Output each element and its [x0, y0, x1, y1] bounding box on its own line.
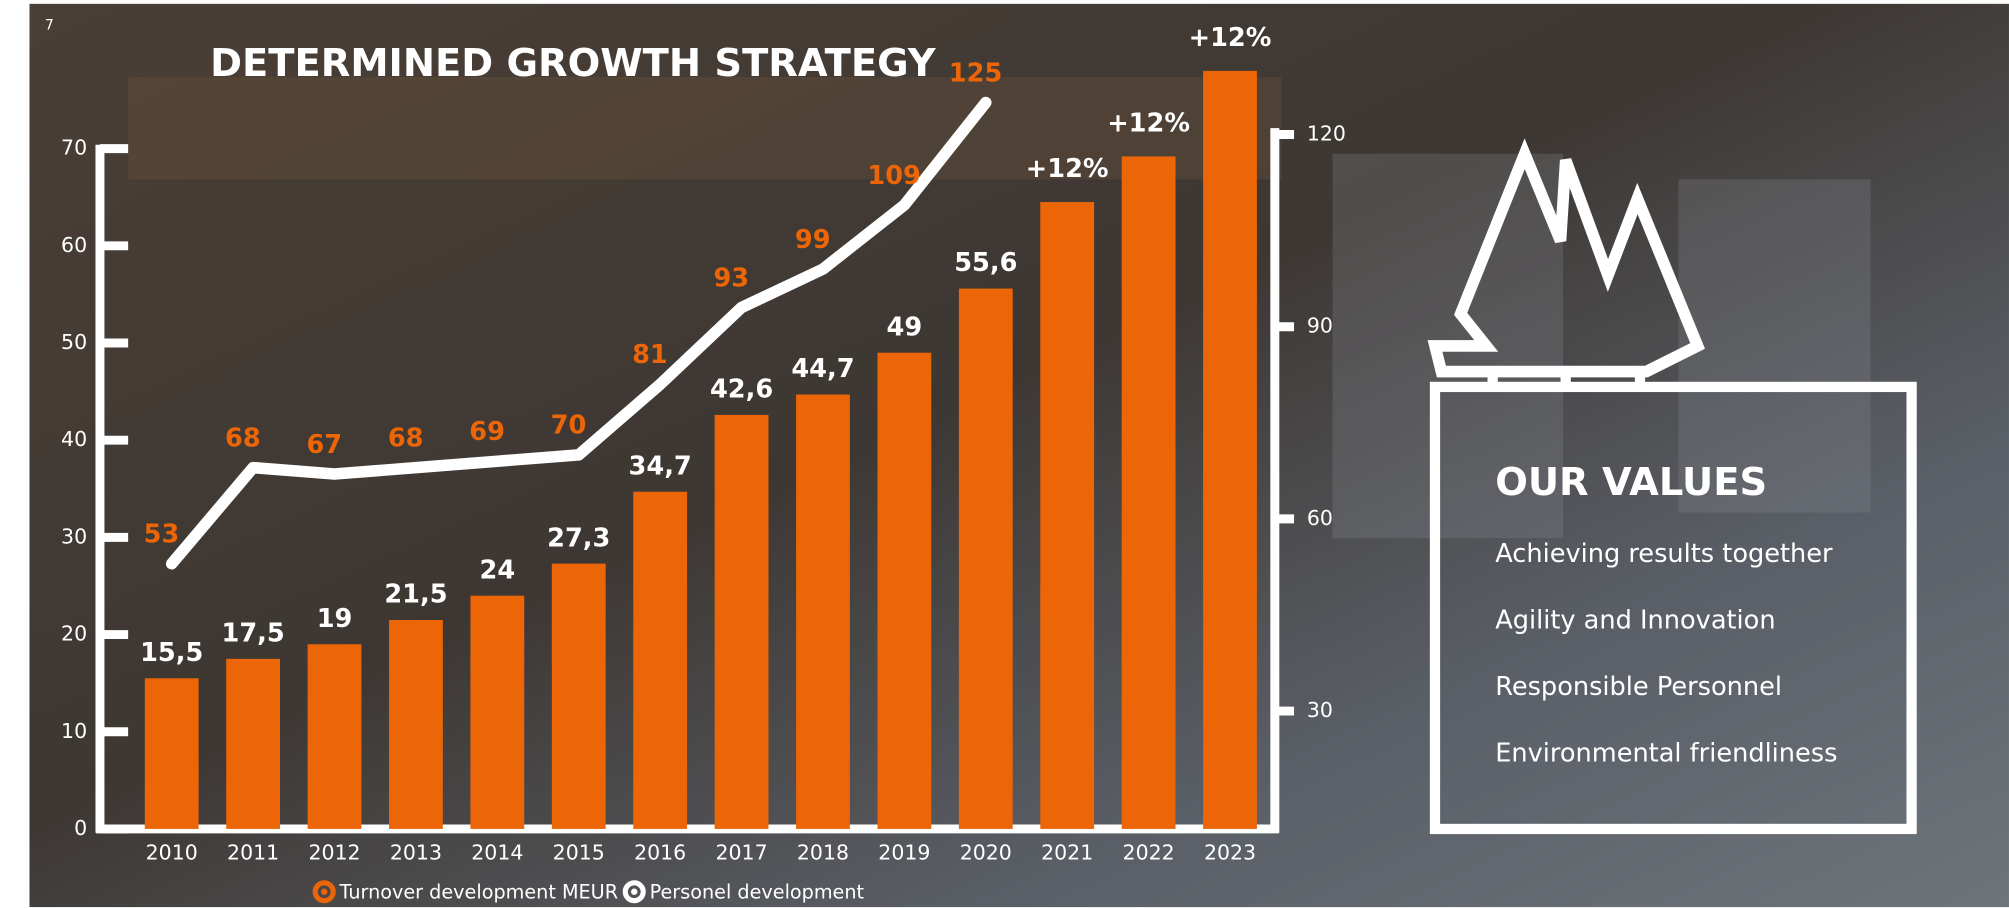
line-value-label: 99: [795, 225, 831, 255]
y-tick-label: 70: [61, 136, 87, 160]
x-tick-label: 2014: [471, 840, 523, 864]
line-value-label: 93: [713, 263, 749, 293]
bar: [877, 353, 931, 829]
line-value-label: 125: [949, 58, 1002, 88]
bar-value-label: 34,7: [629, 451, 692, 481]
x-tick-label: 2011: [227, 840, 279, 864]
values-title: OUR VALUES: [1495, 460, 1767, 505]
bar: [308, 644, 362, 829]
value-item: Responsible Personnel: [1495, 672, 1782, 702]
bar-value-label: 42,6: [710, 375, 773, 405]
bar: [226, 659, 280, 829]
y-tick-label: 0: [74, 816, 87, 840]
line-value-label: 70: [551, 411, 587, 441]
bar: [389, 620, 443, 829]
bar-value-label: 21,5: [384, 580, 447, 610]
bar: [1122, 156, 1176, 829]
y2-tick-label: 60: [1307, 506, 1333, 530]
legend-marker-dot: [321, 889, 327, 895]
bar: [1040, 202, 1094, 829]
growth-annotation: +12%: [1107, 108, 1190, 138]
growth-annotation: +12%: [1026, 154, 1109, 184]
line-value-label: 53: [144, 520, 180, 550]
legend-label: Personel development: [650, 881, 865, 904]
bar-value-label: 55,6: [954, 248, 1017, 278]
page-number: 7: [45, 18, 54, 34]
bar: [959, 289, 1013, 829]
x-tick-label: 2012: [308, 840, 360, 864]
value-item: Agility and Innovation: [1495, 605, 1775, 635]
y-tick-label: 20: [61, 622, 87, 646]
y-tick-label: 50: [61, 330, 87, 354]
x-tick-label: 2017: [715, 840, 767, 864]
bar: [715, 415, 769, 829]
y-tick-label: 30: [61, 524, 87, 548]
chart-title: DETERMINED GROWTH STRATEGY: [210, 41, 937, 86]
y2-tick-label: 120: [1307, 122, 1346, 146]
bar: [1203, 71, 1257, 829]
line-value-label: 68: [225, 423, 261, 453]
bar: [633, 492, 687, 829]
y-tick-label: 10: [61, 719, 87, 743]
line-value-label: 67: [306, 430, 342, 460]
bar-value-label: 15,5: [140, 638, 203, 668]
y2-tick-label: 30: [1307, 698, 1333, 722]
x-tick-label: 2020: [960, 840, 1012, 864]
x-tick-label: 2018: [797, 840, 849, 864]
bar-value-label: 17,5: [222, 619, 285, 649]
x-tick-label: 2015: [553, 840, 605, 864]
y-tick-label: 60: [61, 233, 87, 257]
line-value-label: 69: [469, 417, 505, 447]
bar: [552, 564, 606, 829]
x-tick-label: 2010: [146, 840, 198, 864]
slide: 7 DETERMINED GROWTH STRATEGY OUR VALUES …: [0, 0, 2009, 908]
value-item: Achieving results together: [1495, 539, 1833, 569]
bar-value-label: 24: [480, 555, 516, 585]
line-value-label: 109: [867, 161, 920, 191]
line-value-label: 68: [388, 423, 424, 453]
y2-tick-label: 90: [1307, 314, 1333, 338]
x-tick-label: 2023: [1204, 840, 1256, 864]
bar-value-label: 49: [887, 312, 923, 342]
x-tick-label: 2019: [878, 840, 930, 864]
bar: [145, 678, 199, 829]
bar: [796, 395, 850, 829]
line-value-label: 81: [632, 340, 668, 370]
value-item: Environmental friendliness: [1495, 739, 1837, 769]
bar-value-label: 44,7: [791, 354, 854, 384]
legend-label: Turnover development MEUR: [339, 881, 619, 904]
page: 7 DETERMINED GROWTH STRATEGY OUR VALUES …: [0, 0, 2009, 908]
bar: [470, 596, 524, 829]
x-tick-label: 2021: [1041, 840, 1093, 864]
legend-marker-dot: [631, 889, 637, 895]
x-tick-label: 2022: [1123, 840, 1175, 864]
x-tick-label: 2013: [390, 840, 442, 864]
bar-value-label: 19: [317, 604, 353, 634]
bar-value-label: 27,3: [547, 523, 610, 553]
x-tick-label: 2016: [634, 840, 686, 864]
growth-annotation: +12%: [1189, 23, 1272, 53]
y-tick-label: 40: [61, 427, 87, 451]
